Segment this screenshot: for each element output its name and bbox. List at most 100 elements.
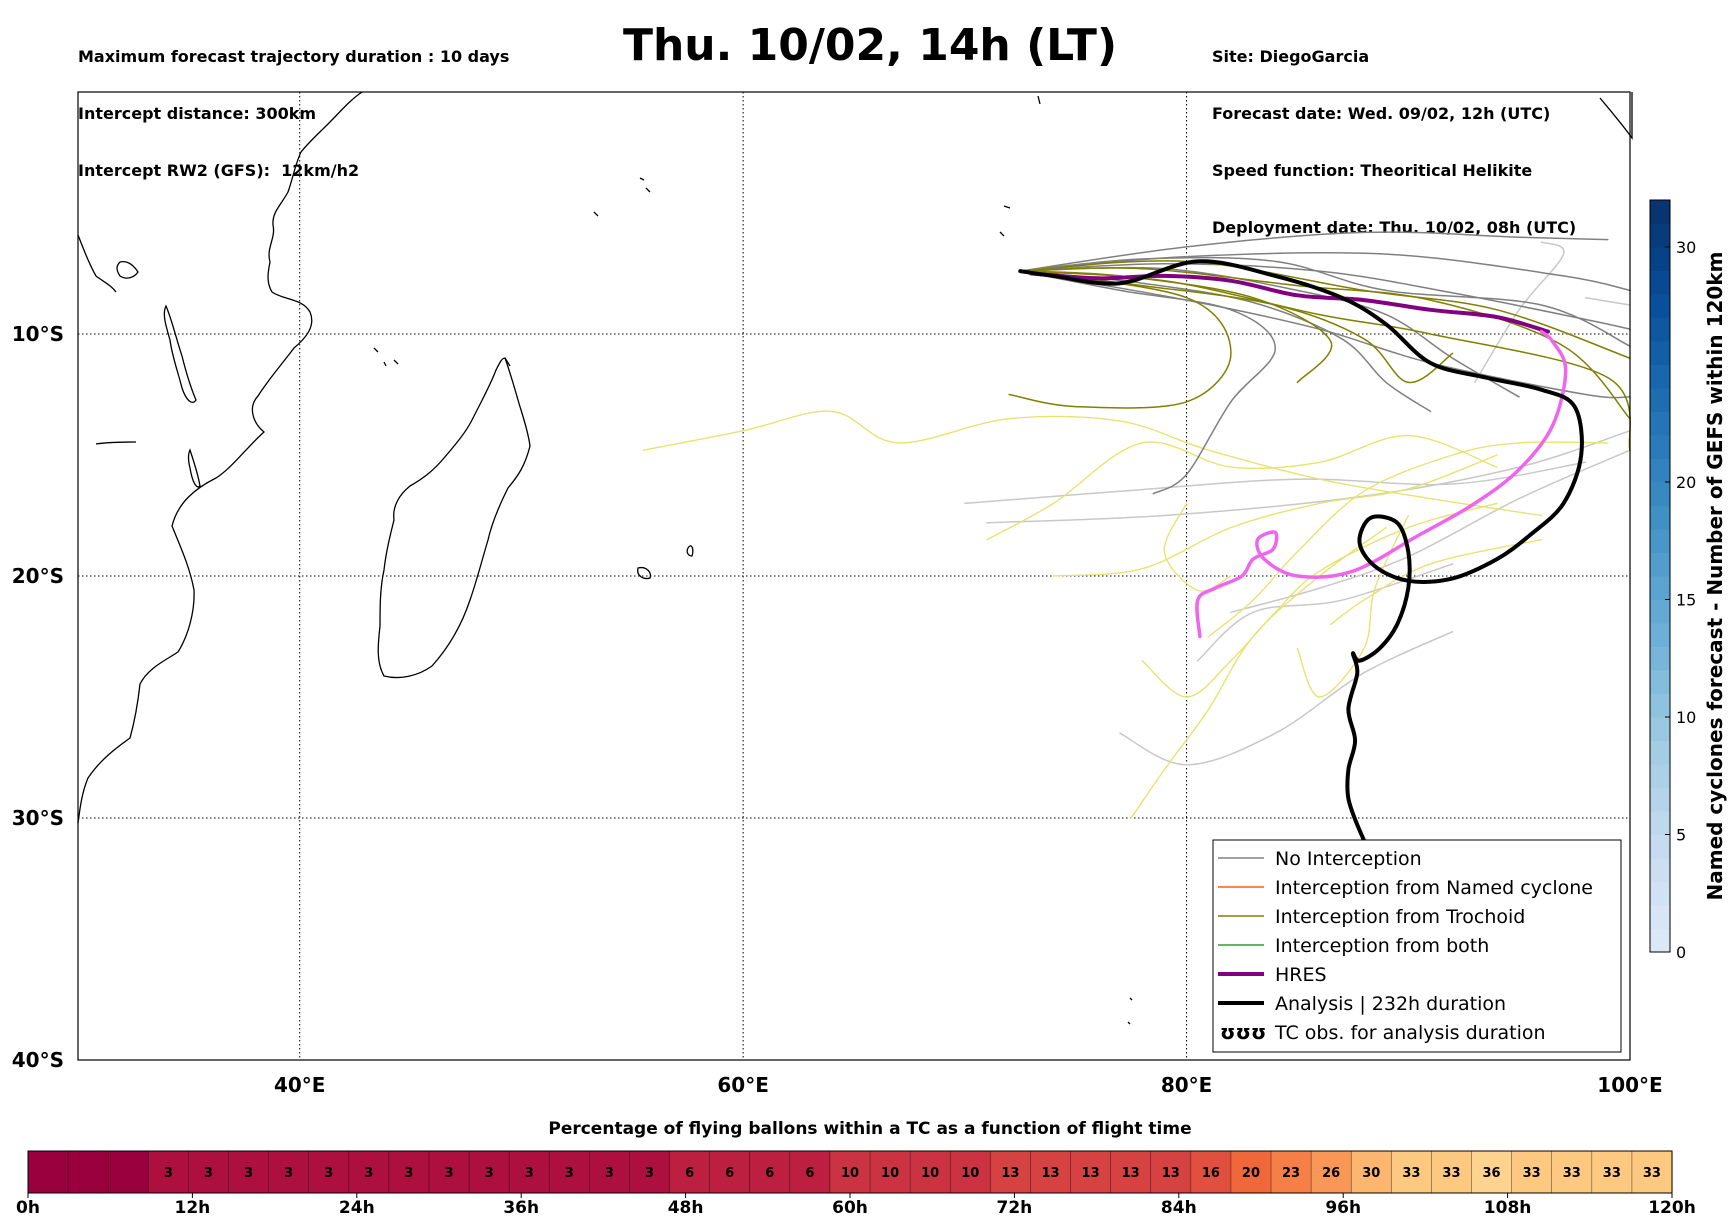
legend-label: TC obs. for analysis duration (1274, 1022, 1546, 1044)
flight-time-cell-label: 33 (1563, 1166, 1581, 1181)
gefs-colorbar-cell (1650, 506, 1670, 530)
gefs-colorbar-tick-label: 15 (1676, 591, 1696, 610)
gefs-colorbar-tick-label: 20 (1676, 473, 1696, 492)
gefs-colorbar-cell (1650, 459, 1670, 483)
y-tick-label: 20°S (12, 564, 64, 588)
flight-time-cell-label: 10 (841, 1166, 859, 1181)
flight-time-cell-label: 13 (1082, 1166, 1100, 1181)
no-interception-track (1020, 271, 1275, 494)
y-tick-label: 10°S (12, 322, 64, 346)
gefs-colorbar-cell (1650, 670, 1670, 694)
gefs-colorbar-cell (1650, 365, 1670, 389)
flight-time-cell-label: 3 (324, 1166, 333, 1181)
flight-time-cell-label: 10 (961, 1166, 979, 1181)
flight-time-cell-label: 3 (485, 1166, 494, 1181)
somalia-shoulder (78, 235, 116, 292)
mauritius-island (638, 568, 651, 579)
flight-time-cell-label: 30 (1362, 1166, 1380, 1181)
seychelles-islands (594, 178, 1010, 236)
flight-time-tick-label: 120h (1648, 1198, 1696, 1218)
gefs-colorbar-cell (1650, 247, 1670, 271)
gefs-colorbar-cell (1650, 600, 1670, 624)
gefs-colorbar-cell (1650, 294, 1670, 318)
flight-time-colorbar-title: Percentage of flying ballons within a TC… (540, 1119, 1200, 1139)
flight-time-tick-label: 0h (16, 1198, 40, 1218)
lake-kariba (96, 442, 136, 444)
flight-time-cell-label: 23 (1282, 1166, 1300, 1181)
no-interception-tracks (1020, 232, 1630, 494)
gefs-colorbar-cell (1650, 553, 1670, 577)
kerguelen-dots (1128, 998, 1132, 1024)
gefs-colorbar-cell (1650, 764, 1670, 788)
flight-time-tick-label: 72h (997, 1198, 1033, 1218)
flight-time-cell-label: 13 (1001, 1166, 1019, 1181)
gefs-colorbar-cell (1650, 717, 1670, 741)
gefs-colorbar-cell (1650, 647, 1670, 671)
lake-victoria (117, 262, 138, 278)
lake-tanganyika (164, 306, 196, 402)
flight-time-cell-label: 36 (1483, 1166, 1501, 1181)
flight-time-tick-label: 96h (1325, 1198, 1361, 1218)
gefs-colorbar-tick-label: 30 (1676, 238, 1696, 257)
analysis-track-layer (1020, 261, 1582, 881)
flight-time-cell-label: 13 (1162, 1166, 1180, 1181)
gefs-colorbar-title: Named cyclones forecast - Number of GEFS… (1703, 252, 1727, 901)
gefs-colorbar-cell (1650, 882, 1670, 906)
gefs-colorbar-tick-label: 5 (1676, 826, 1686, 845)
gefs-colorbar-cell (1650, 623, 1670, 647)
gefs-colorbar-cell (1650, 341, 1670, 365)
light-grey-track (1586, 298, 1630, 305)
flight-time-cell-label: 33 (1643, 1166, 1661, 1181)
legend-label: Interception from both (1275, 935, 1489, 957)
flight-time-tick-label: 24h (339, 1198, 375, 1218)
gefs-colorbar-cell (1650, 741, 1670, 765)
light-grey-track (1231, 450, 1630, 612)
gefs-colorbar-cell (1650, 858, 1670, 882)
flight-time-cell-label: 10 (881, 1166, 899, 1181)
flight-time-cell-label: 3 (404, 1166, 413, 1181)
flight-time-cell-label: 3 (364, 1166, 373, 1181)
flight-time-cell-label: 3 (565, 1166, 574, 1181)
gefs-colorbar-cell (1650, 694, 1670, 718)
gefs-colorbar-cell (1650, 929, 1670, 953)
flight-time-tick-label: 12h (175, 1198, 211, 1218)
yellow-track (1164, 503, 1231, 591)
x-tick-label: 40°E (274, 1073, 326, 1097)
flight-time-cell-label: 33 (1442, 1166, 1460, 1181)
legend-label: Interception from Named cyclone (1275, 877, 1593, 899)
gefs-colorbar-cell (1650, 224, 1670, 248)
gefs-colorbar-cell (1650, 412, 1670, 436)
flight-time-tick-label: 48h (668, 1198, 704, 1218)
flight-time-cell-label: 10 (921, 1166, 939, 1181)
legend: No Interception Interception from Named c… (1213, 840, 1621, 1052)
flight-time-colorbar: 3 3 3 3 3 3 3 3 3 3 3 3 3 6 6 6 6 10 10 10 10 13 13 13 13 13 16 20 2… (16, 1151, 1696, 1218)
gefs-colorbar-cell (1650, 200, 1670, 224)
legend-label: Interception from Trochoid (1275, 906, 1525, 928)
legend-label: No Interception (1275, 848, 1422, 870)
x-tick-label: 100°E (1597, 1073, 1662, 1097)
yellow-track (1142, 503, 1497, 697)
gefs-colorbar-cell (1650, 318, 1670, 342)
flight-time-cell (68, 1151, 109, 1193)
gefs-colorbar-cell (1650, 529, 1670, 553)
flight-time-cell-label: 33 (1523, 1166, 1541, 1181)
flight-time-cell-label: 3 (204, 1166, 213, 1181)
sumatra-tip (1600, 92, 1632, 138)
flight-time-cell-label: 3 (164, 1166, 173, 1181)
flight-time-cell-label: 3 (605, 1166, 614, 1181)
flight-time-cell-label: 13 (1041, 1166, 1059, 1181)
flight-time-cell-label: 6 (725, 1166, 734, 1181)
flight-time-tick-label: 108h (1484, 1198, 1532, 1218)
x-tick-label: 60°E (717, 1073, 769, 1097)
yellow-tracks (643, 411, 1607, 818)
flight-time-cell (28, 1151, 69, 1193)
flight-time-tick-label: 36h (503, 1198, 539, 1218)
flight-time-cell-label: 3 (445, 1166, 454, 1181)
lake-malawi (189, 450, 201, 487)
flight-time-cell-label: 6 (805, 1166, 814, 1181)
gefs-colorbar-cell (1650, 482, 1670, 506)
legend-label: HRES (1275, 964, 1327, 986)
yellow-track (1054, 455, 1498, 576)
maldives-islands (1038, 96, 1040, 104)
flight-time-cell-label: 3 (284, 1166, 293, 1181)
